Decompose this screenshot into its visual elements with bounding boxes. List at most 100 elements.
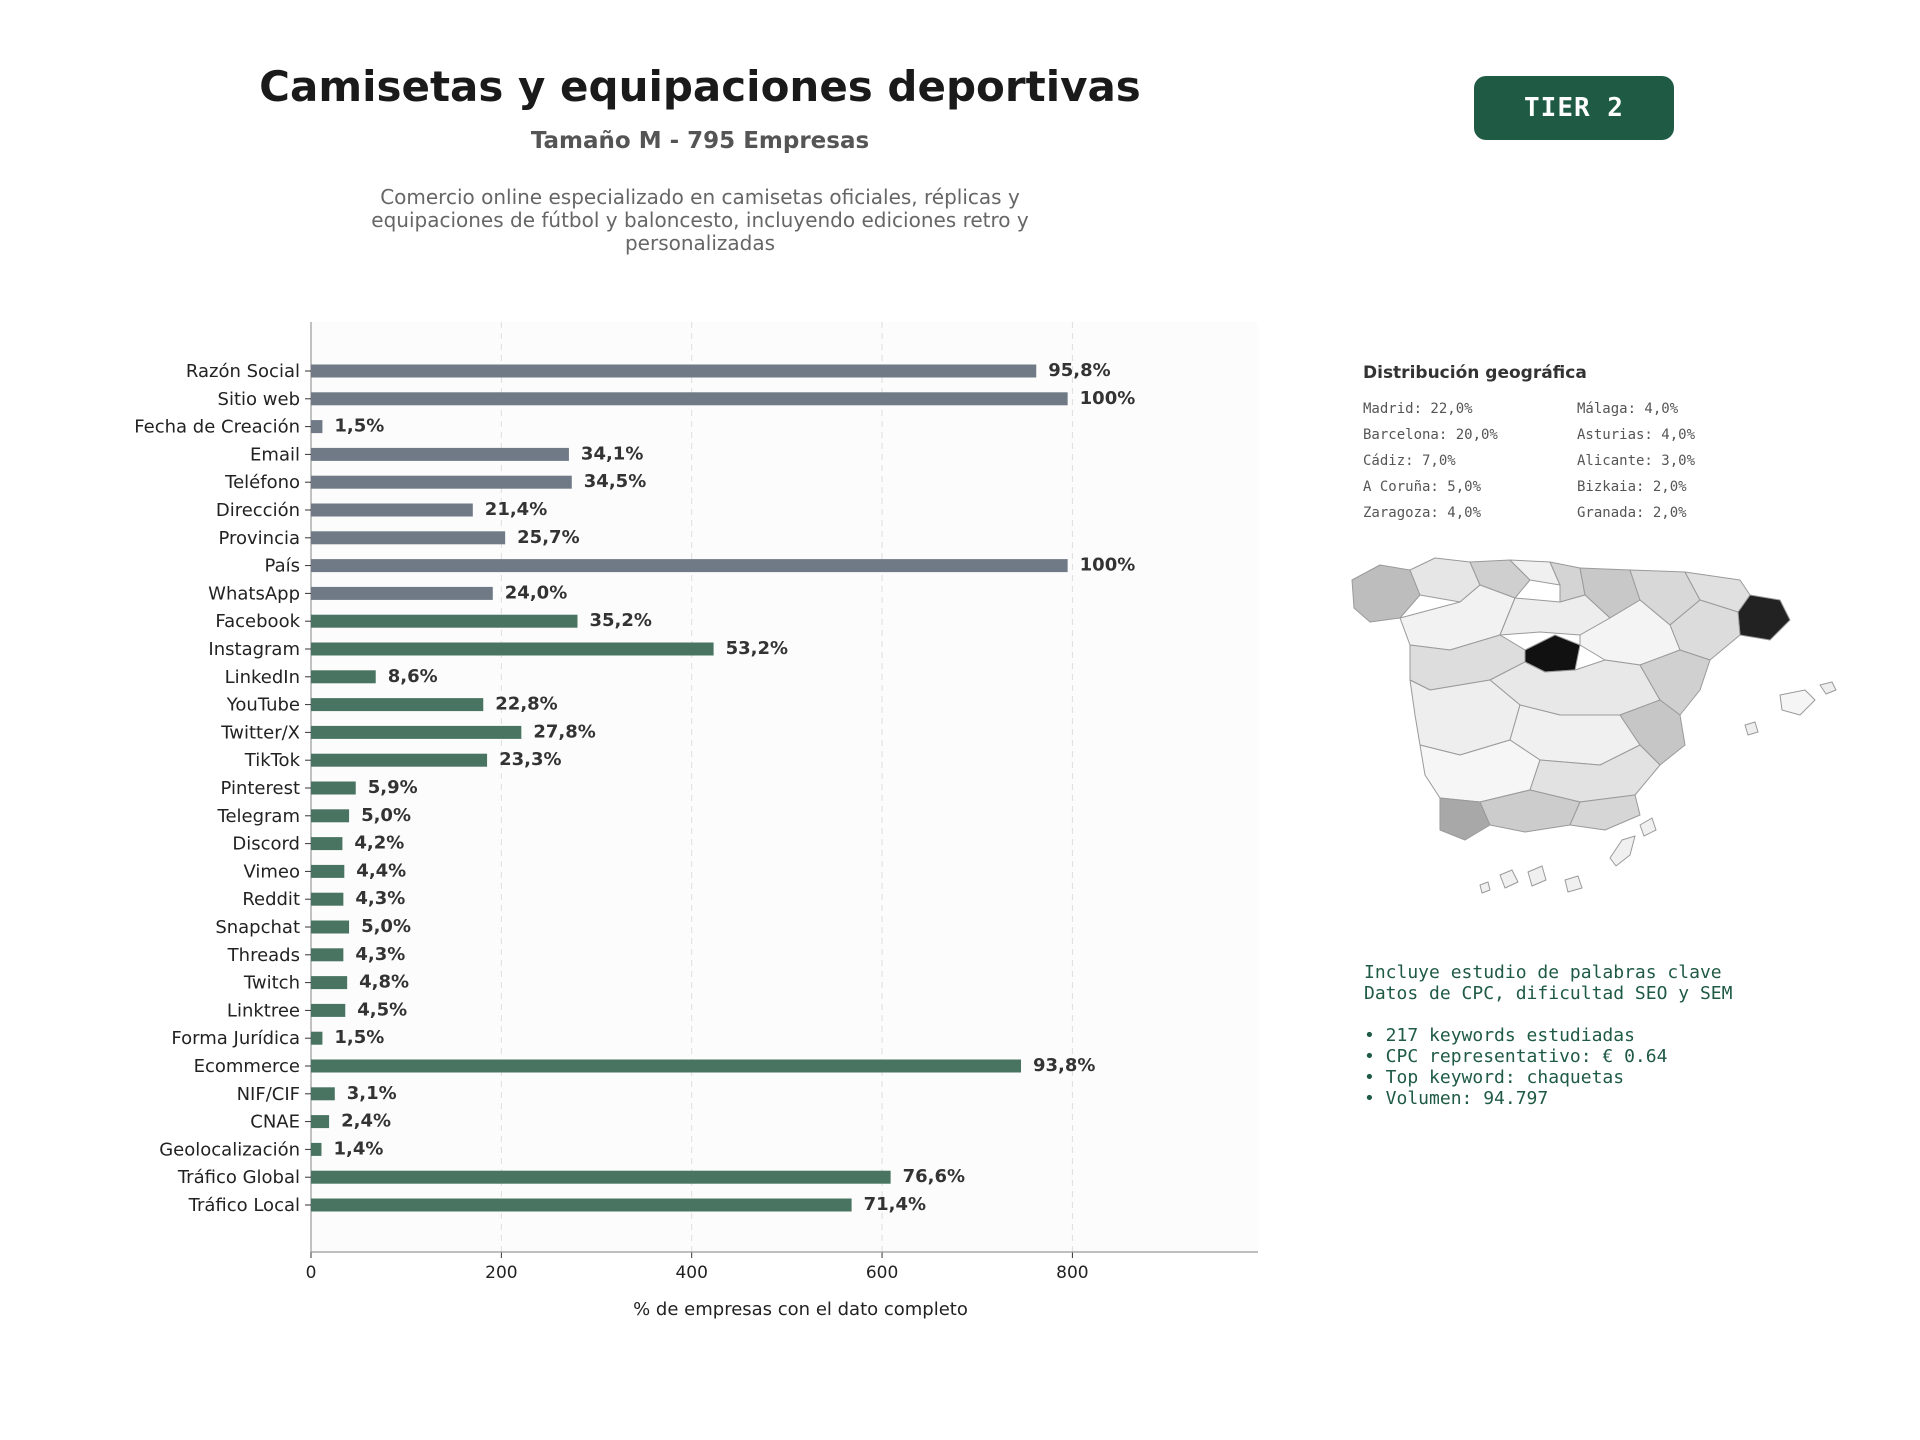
category-label: Reddit	[242, 889, 300, 910]
geo-item: Málaga: 4,0%	[1577, 401, 1679, 417]
bar	[311, 892, 344, 906]
bar-value-label: 27,8%	[533, 721, 595, 742]
bar	[311, 920, 350, 934]
bar	[311, 586, 493, 600]
map-region	[1469, 559, 1531, 599]
bar	[311, 642, 714, 656]
map-region	[1609, 835, 1636, 867]
x-tick-label: 600	[866, 1263, 898, 1283]
bar-value-label: 4,3%	[355, 888, 405, 909]
bar-value-label: 5,9%	[368, 777, 418, 798]
category-label: Facebook	[215, 611, 300, 632]
bar	[311, 948, 344, 962]
x-tick-label: 0	[306, 1263, 317, 1283]
map-region	[1564, 875, 1583, 893]
bar	[311, 447, 569, 461]
bar	[311, 698, 484, 712]
geo-item: Madrid: 22,0%	[1363, 401, 1473, 417]
bar	[311, 503, 473, 517]
category-label: Tráfico Global	[177, 1167, 300, 1188]
geo-list: Madrid: 22,0% Barcelona: 20,0% Cádiz: 7,…	[1363, 398, 1803, 528]
bar	[311, 1142, 322, 1156]
bar	[311, 725, 522, 739]
map-region	[1351, 564, 1421, 623]
bar	[311, 364, 1037, 378]
category-label: TikTok	[244, 750, 301, 771]
keyword-info: Incluye estudio de palabras clave Datos …	[1364, 962, 1804, 1109]
bar-value-label: 24,0%	[505, 582, 567, 603]
category-label: Forma Jurídica	[171, 1028, 300, 1049]
bar	[311, 531, 506, 545]
bar	[311, 1115, 330, 1129]
bar	[311, 1198, 852, 1212]
geo-item: Granada: 2,0%	[1577, 505, 1687, 521]
bar	[311, 809, 350, 823]
category-label: Twitch	[243, 973, 300, 994]
bar	[311, 976, 348, 990]
bar-value-label: 23,3%	[499, 749, 561, 770]
category-label: Linktree	[227, 1000, 300, 1021]
geo-item: Cádiz: 7,0%	[1363, 453, 1456, 469]
bar-value-label: 5,0%	[361, 916, 411, 937]
category-label: Dirección	[216, 500, 300, 521]
bar-value-label: 4,8%	[359, 972, 409, 993]
map-region	[1527, 865, 1547, 887]
bar	[311, 753, 488, 767]
map-region	[1684, 571, 1751, 613]
category-label: Razón Social	[186, 361, 300, 382]
page-description: Comercio online especializado en camiset…	[371, 185, 1029, 255]
geo-item: A Coruña: 5,0%	[1363, 479, 1482, 495]
category-label: Teléfono	[224, 472, 300, 493]
geo-title: Distribución geográfica	[1363, 363, 1587, 383]
bar	[311, 1059, 1022, 1073]
bar-value-label: 71,4%	[864, 1194, 926, 1215]
category-label: Tráfico Local	[188, 1195, 300, 1216]
bar-value-label: 53,2%	[726, 638, 788, 659]
page-subtitle: Tamaño M - 795 Empresas	[530, 128, 870, 154]
bar-value-label: 34,1%	[581, 443, 643, 464]
bar-value-label: 4,2%	[354, 833, 404, 854]
x-tick-label: 800	[1056, 1263, 1088, 1283]
x-axis-label: % de empresas con el dato completo	[633, 1299, 968, 1320]
bar-value-label: 25,7%	[517, 527, 579, 548]
category-label: Provincia	[218, 528, 300, 549]
bar	[311, 1170, 891, 1184]
bar-value-label: 93,8%	[1033, 1055, 1095, 1076]
bar-value-label: 1,5%	[334, 416, 384, 437]
map-region	[1569, 794, 1641, 831]
bar	[311, 1003, 346, 1017]
category-label: Pinterest	[220, 778, 300, 799]
category-label: CNAE	[250, 1112, 300, 1133]
bar-value-label: 76,6%	[903, 1166, 965, 1187]
x-tick-label: 200	[485, 1263, 517, 1283]
map-region	[1439, 797, 1491, 841]
category-label: Telegram	[217, 806, 300, 827]
geo-item: Barcelona: 20,0%	[1363, 427, 1498, 443]
keyword-bullet: • CPC representativo: € 0.64	[1364, 1046, 1668, 1067]
bar	[311, 1031, 323, 1045]
spain-map	[1351, 557, 1837, 894]
category-label: LinkedIn	[225, 667, 300, 688]
geo-item: Alicante: 3,0%	[1577, 453, 1696, 469]
map-region	[1639, 817, 1657, 837]
bar	[311, 559, 1068, 573]
category-label: Threads	[227, 945, 300, 966]
keyword-bullet: • Volumen: 94.797	[1364, 1088, 1549, 1109]
category-label: Ecommerce	[194, 1056, 300, 1077]
map-region	[1744, 721, 1759, 736]
category-label: Fecha de Creación	[134, 417, 300, 438]
category-label: Snapchat	[215, 917, 300, 938]
bar	[311, 1087, 335, 1101]
category-label: País	[265, 556, 300, 577]
category-label: WhatsApp	[208, 583, 300, 604]
bar-value-label: 4,4%	[356, 860, 406, 881]
category-label: Discord	[232, 834, 300, 855]
bar	[311, 392, 1068, 406]
category-label: Instagram	[208, 639, 300, 660]
keyword-bullet: • Top keyword: chaquetas	[1364, 1067, 1625, 1088]
category-label: YouTube	[226, 695, 300, 716]
category-label: Twitter/X	[220, 722, 300, 743]
bar-value-label: 35,2%	[589, 610, 651, 631]
bar-value-label: 5,0%	[361, 805, 411, 826]
map-region	[1479, 881, 1491, 894]
